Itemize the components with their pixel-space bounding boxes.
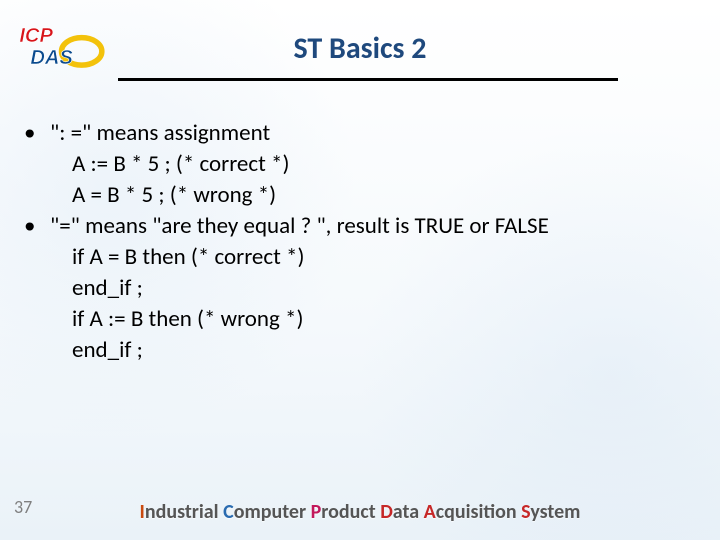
code-line: if A = B then (* correct *): [72, 242, 696, 273]
footer-letter: C: [223, 500, 234, 524]
logo-bottom-text: DAS: [30, 47, 73, 69]
bullet-item: • ": =" means assignment: [24, 118, 696, 149]
code-line: A = B * 5 ; (* wrong *): [72, 180, 696, 211]
code-line: if A := B then (* wrong *): [72, 304, 696, 335]
footer-word: omputer: [234, 500, 306, 524]
page-number: 37: [14, 496, 32, 518]
bullet-marker: •: [24, 211, 50, 242]
logo-top-text: ICP: [19, 25, 53, 47]
footer-word: roduct: [321, 500, 375, 524]
footer-letter: D: [380, 500, 393, 524]
bullet-lead: "=" means "are they equal ? ", result is…: [50, 211, 549, 242]
footer-letter: S: [521, 500, 530, 524]
title-underline: [118, 78, 618, 81]
code-line: end_if ;: [72, 273, 696, 304]
slide-body: • ": =" means assignment A := B * 5 ; (*…: [24, 118, 696, 366]
footer-letter: P: [311, 500, 322, 524]
code-line: A := B * 5 ; (* correct *): [72, 149, 696, 180]
footer-word: ystem: [530, 500, 580, 524]
slide-title: ST Basics 2: [294, 30, 427, 67]
footer-word: ndustrial: [145, 500, 219, 524]
footer-tagline: Industrial Computer Product Data Acquisi…: [140, 500, 581, 524]
footer-word: ata: [393, 500, 419, 524]
brand-logo: ICP DAS: [14, 22, 109, 77]
footer-letter: A: [424, 500, 436, 524]
bullet-lead: ": =" means assignment: [50, 118, 270, 149]
code-line: end_if ;: [72, 335, 696, 366]
footer-word: cquisition: [436, 500, 517, 524]
bullet-item: • "=" means "are they equal ? ", result …: [24, 211, 696, 242]
bullet-marker: •: [24, 118, 50, 149]
